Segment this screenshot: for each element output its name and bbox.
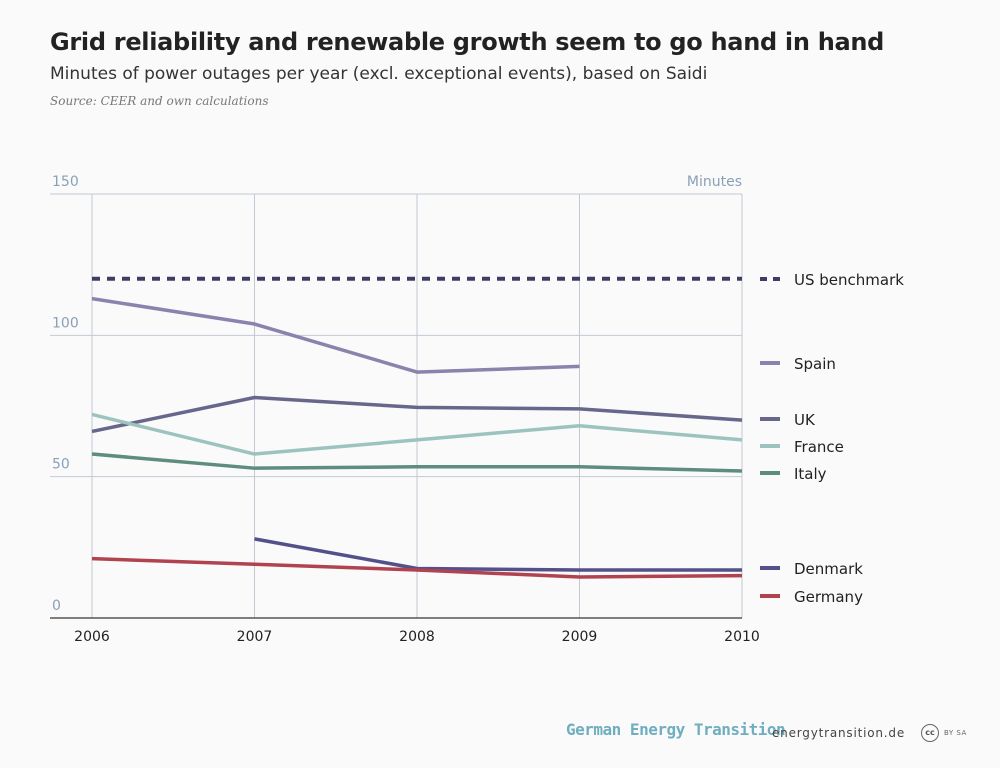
series-line-italy [91,452,743,473]
y-tick-label: 0 [52,598,61,614]
x-tick-label: 2008 [399,629,435,645]
x-tick-label: 2010 [724,629,760,645]
series-line-spain [91,296,580,374]
legend-label: UK [794,411,816,429]
series-line-france [91,412,743,456]
footer-site: energytransition.de [772,726,905,740]
legend-label: Germany [794,588,863,606]
license-text: BY SA [944,729,967,737]
legend-label: Spain [794,355,836,373]
series-line-denmark [254,537,742,572]
creative-commons-icon: cc [921,724,939,742]
legend-label: Denmark [794,560,863,578]
x-tick-label: 2009 [562,629,598,645]
chart-subtitle: Minutes of power outages per year (excl.… [50,64,708,84]
y-axis-label: Minutes [687,174,742,190]
series-line-uk [91,395,743,434]
line-chart: 0 50 100 150 Minutes 2006 2007 2008 2009 2010 US b… [50,174,904,645]
legend-label: US benchmark [794,271,904,289]
chart-title: Grid reliability and renewable growth se… [50,28,885,56]
y-tick-label: 50 [52,457,70,473]
x-tick-label: 2006 [74,629,110,645]
x-tick-label: 2007 [237,629,273,645]
series-line-germany [91,556,743,579]
chart-source: Source: CEER and own calculations [50,94,269,108]
legend-label: France [794,438,844,456]
y-tick-label: 150 [52,174,79,190]
legend-label: Italy [794,465,827,483]
footer-brand: German Energy Transition [566,720,786,739]
y-tick-label: 100 [52,315,79,331]
